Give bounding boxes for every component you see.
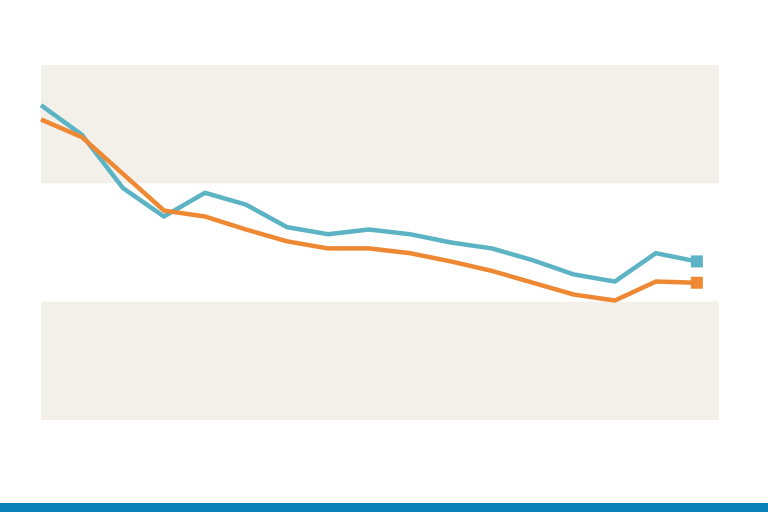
end-marker: [690, 255, 703, 268]
lines: [39, 103, 703, 303]
band: [41, 65, 719, 184]
series-line: [40, 117, 697, 303]
footer-bar: [0, 503, 768, 512]
band: [41, 301, 719, 420]
end-marker: [690, 276, 703, 289]
series-line: [39, 103, 698, 284]
bands: [41, 65, 719, 420]
